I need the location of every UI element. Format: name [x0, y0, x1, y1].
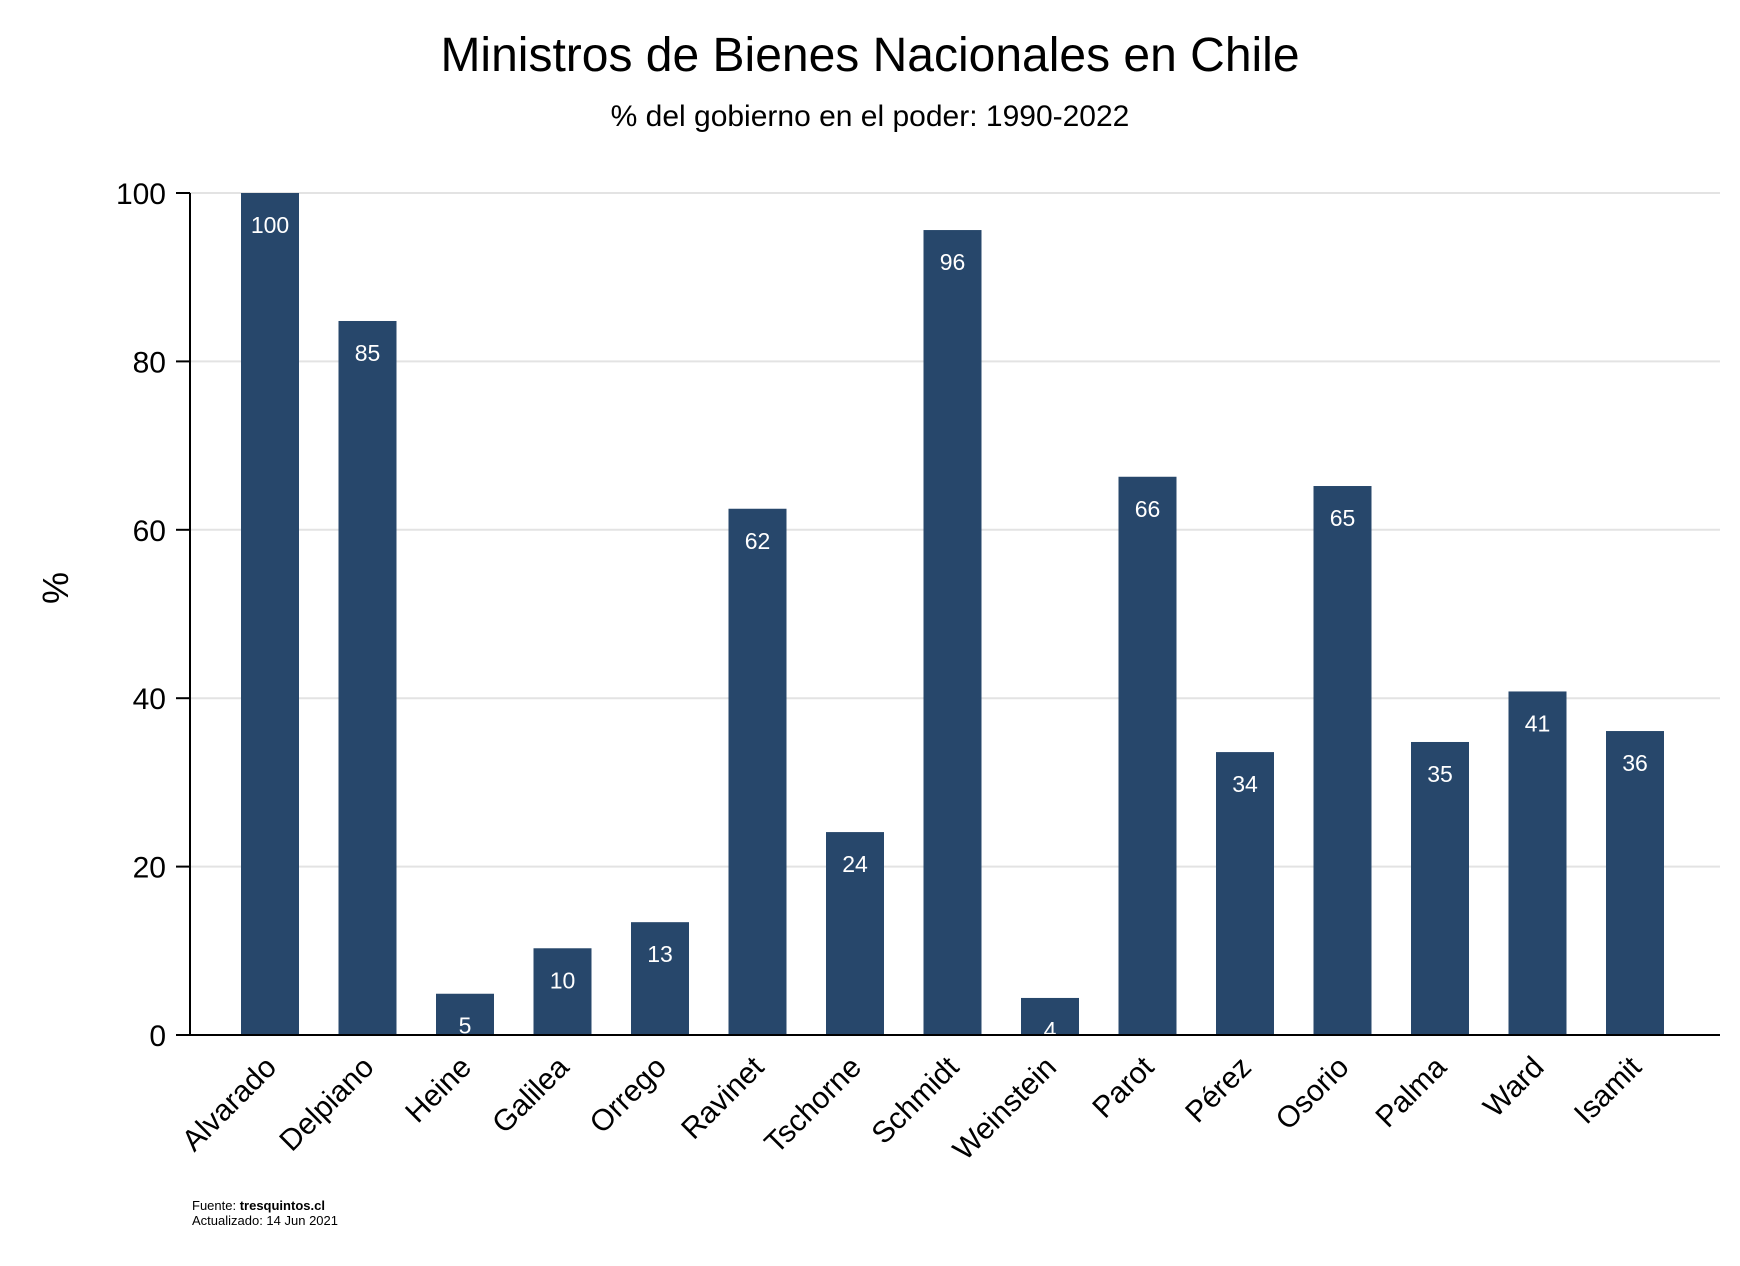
bar	[631, 922, 689, 1035]
bar	[1021, 997, 1079, 1035]
y-tick-label: 0	[149, 1020, 166, 1053]
y-axis: 0 20 40 60 80 100	[116, 178, 191, 1053]
y-tick-label: 80	[133, 346, 166, 379]
bar	[241, 193, 299, 1035]
data-label: 65	[1330, 505, 1356, 531]
data-label: 35	[1427, 761, 1453, 787]
x-tick-label: Schmidt	[865, 1050, 965, 1150]
data-labels: 100 85 5 10 13 62 24 96 4 66 34 65 35 41 36	[251, 212, 1648, 1043]
chart-subtitle: % del gobierno en el poder: 1990-2022	[610, 100, 1130, 133]
x-tick-label: Tschorne	[759, 1051, 868, 1160]
bar	[728, 508, 787, 1035]
data-label: 34	[1232, 771, 1258, 797]
data-label: 66	[1135, 496, 1161, 522]
bar	[923, 230, 982, 1036]
y-tick-label: 60	[133, 515, 166, 548]
data-label: 13	[647, 941, 673, 967]
data-label: 85	[355, 340, 381, 366]
x-tick-label: Heine	[399, 1051, 478, 1130]
x-tick-label: Ravinet	[675, 1050, 771, 1146]
x-tick-label: Isamit	[1568, 1050, 1648, 1130]
bar	[338, 320, 397, 1035]
x-tick-label: Orrego	[584, 1051, 673, 1140]
bar	[1411, 741, 1469, 1035]
x-tick-label: Osorio	[1270, 1051, 1356, 1137]
x-tick-label: Ward	[1477, 1051, 1550, 1124]
x-tick-label: Galilea	[486, 1050, 576, 1140]
footer-updated: Actualizado: 14 Jun 2021	[192, 1213, 338, 1228]
footer-source: Fuente: tresquintos.cl	[192, 1198, 325, 1213]
data-label: 62	[745, 528, 771, 554]
y-tick-label: 100	[116, 178, 166, 211]
bar	[1606, 731, 1664, 1035]
data-label: 4	[1044, 1017, 1057, 1043]
y-tick-label: 40	[133, 683, 166, 716]
x-tick-label: Delpiano	[273, 1051, 380, 1158]
y-tick-label: 20	[133, 852, 166, 885]
data-label: 5	[459, 1013, 472, 1039]
data-label: 41	[1525, 710, 1551, 736]
bar	[436, 993, 494, 1035]
x-tick-label: Parot	[1086, 1050, 1161, 1125]
data-label: 100	[251, 212, 289, 238]
data-label: 36	[1622, 750, 1648, 776]
bars	[241, 193, 1664, 1036]
footer-source-name: tresquintos.cl	[239, 1198, 325, 1213]
data-label: 24	[842, 851, 868, 877]
y-axis-label: %	[35, 572, 76, 604]
chart-title: Ministros de Bienes Nacionales en Chile	[440, 29, 1300, 82]
footer-source-prefix: Fuente:	[192, 1198, 240, 1213]
bar	[533, 948, 592, 1035]
x-tick-label: Weinstein	[947, 1051, 1063, 1167]
x-tick-label: Alvarado	[176, 1051, 283, 1158]
bar	[1313, 486, 1372, 1035]
data-label: 10	[550, 967, 576, 993]
data-label: 96	[940, 249, 966, 275]
bar	[1216, 752, 1274, 1035]
bar	[826, 832, 884, 1035]
bar	[1118, 476, 1177, 1035]
x-tick-label: Palma	[1369, 1050, 1453, 1134]
x-tick-label: Pérez	[1179, 1051, 1258, 1130]
bar	[1508, 691, 1567, 1035]
